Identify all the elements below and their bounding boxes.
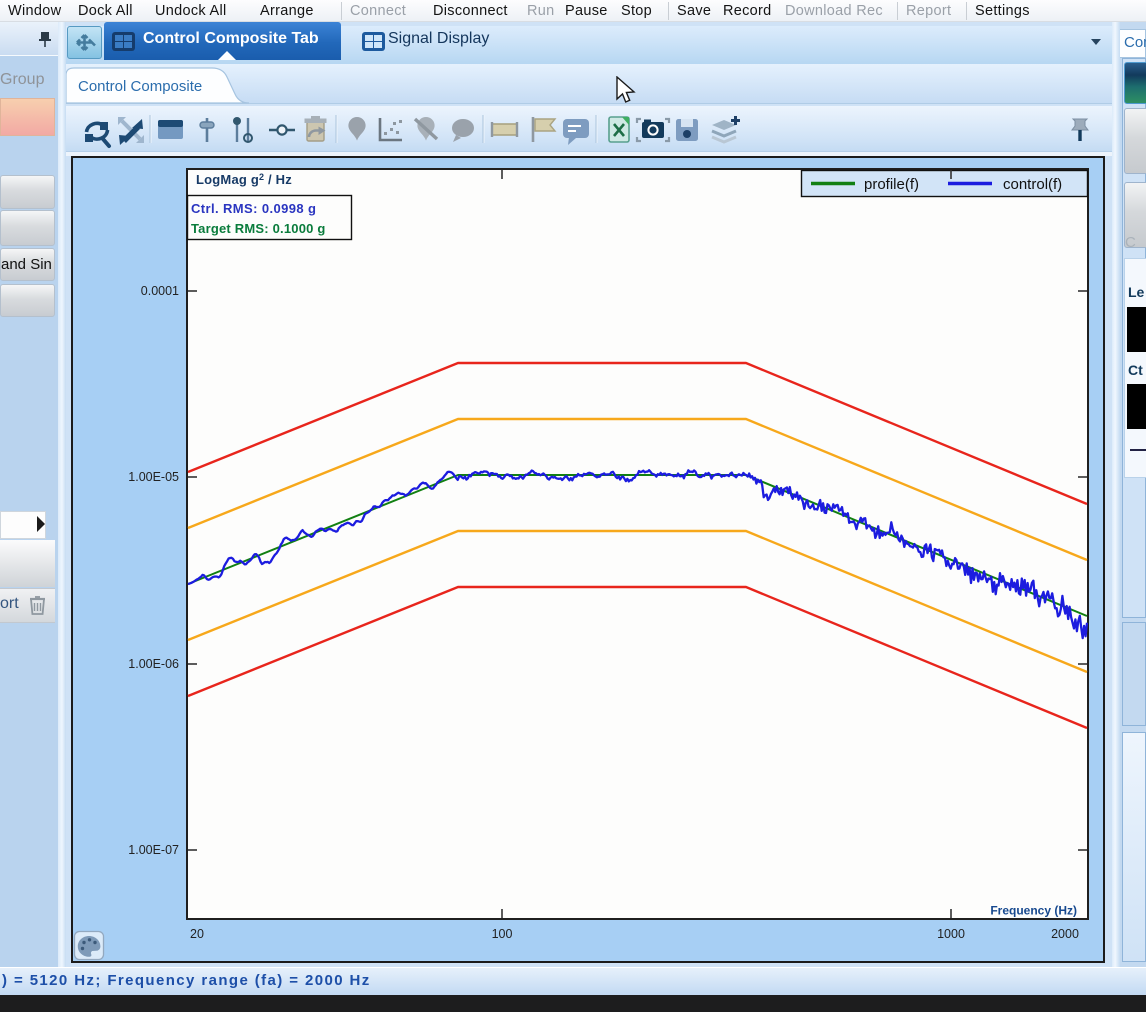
svg-text:Control Composite: Control Composite xyxy=(78,78,202,95)
svg-text:20: 20 xyxy=(190,927,204,941)
svg-text:1.00E-06: 1.00E-06 xyxy=(128,657,179,671)
svg-text:Target RMS: 0.1000 g: Target RMS: 0.1000 g xyxy=(191,221,326,236)
svg-text:1.00E-05: 1.00E-05 xyxy=(128,470,179,484)
svg-text:Frequency (Hz): Frequency (Hz) xyxy=(990,904,1077,918)
svg-text:1.00E-07: 1.00E-07 xyxy=(128,843,179,857)
svg-text:control(f): control(f) xyxy=(1003,176,1062,193)
svg-text:2000: 2000 xyxy=(1051,927,1079,941)
svg-text:100: 100 xyxy=(492,927,513,941)
svg-text:profile(f): profile(f) xyxy=(864,176,919,193)
svg-text:LogMag g2 / Hz: LogMag g2 / Hz xyxy=(196,172,292,187)
svg-text:1000: 1000 xyxy=(937,927,965,941)
svg-text:Ctrl. RMS: 0.0998 g: Ctrl. RMS: 0.0998 g xyxy=(191,201,316,216)
svg-text:0.0001: 0.0001 xyxy=(141,284,179,298)
